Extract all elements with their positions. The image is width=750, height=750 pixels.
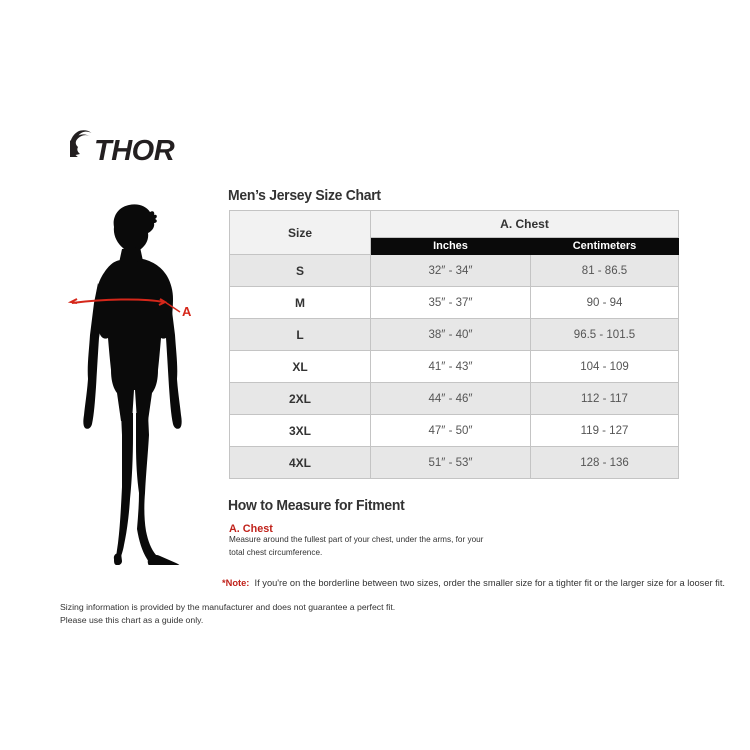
svg-text:A: A (182, 304, 192, 319)
